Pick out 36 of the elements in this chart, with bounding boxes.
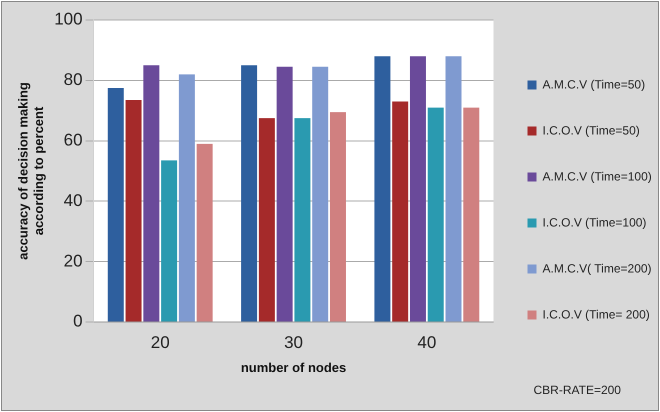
bar: [446, 56, 462, 322]
legend-label: A.M.C.V( Time=200): [542, 261, 652, 276]
bar: [258, 118, 275, 322]
bar: [241, 65, 258, 322]
bar: [276, 66, 293, 322]
legend-label: A.M.C.V (Time=50): [542, 77, 646, 92]
x-tick-label: 40: [417, 332, 436, 352]
x-tick-label: 20: [150, 332, 170, 352]
bar: [108, 88, 124, 322]
bar: [178, 74, 195, 322]
y-tick-label: 20: [64, 251, 83, 270]
x-tick-label: 30: [284, 332, 303, 352]
y-tick-label: 100: [54, 10, 83, 29]
bar: [428, 108, 444, 322]
y-axis-title: accuracy of decision making according to percent: [15, 82, 46, 260]
bar: [410, 56, 426, 322]
bar: [312, 66, 328, 322]
y-tick-label: 40: [64, 190, 83, 210]
y-tick-label: 60: [64, 130, 83, 150]
bar: [161, 160, 178, 322]
bar: [463, 108, 480, 322]
legend-label: I.C.O.V (Time=100): [542, 215, 646, 230]
bar: [126, 100, 142, 322]
bar: [330, 112, 346, 322]
legend-label: I.C.O.V (Time=50): [542, 123, 640, 138]
legend-label: A.M.C.V (Time=100): [542, 169, 652, 184]
bar: [196, 144, 213, 322]
bar: [143, 65, 160, 322]
bar: [294, 118, 310, 322]
y-tick-label: 80: [64, 70, 83, 90]
bar: [392, 102, 408, 322]
y-tick-label: 0: [73, 312, 83, 331]
legend-label: I.C.O.V (Time= 200): [542, 307, 650, 322]
bar: [374, 56, 390, 322]
text: CBR-RATE=200: [534, 383, 622, 397]
x-axis-title: number of nodes: [240, 360, 346, 375]
